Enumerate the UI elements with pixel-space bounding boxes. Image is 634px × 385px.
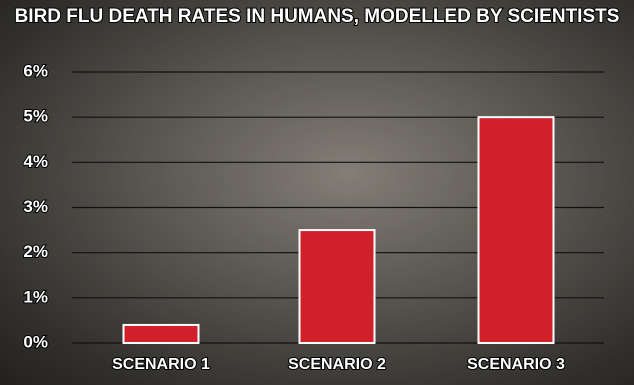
y-tick-label: 2%	[23, 242, 48, 261]
y-tick-label: 0%	[23, 332, 48, 351]
y-tick-label: 3%	[23, 197, 48, 216]
x-tick-label: SCENARIO 2	[288, 356, 386, 373]
bar	[298, 229, 376, 344]
y-tick-label: 4%	[23, 152, 48, 171]
y-tick-label: 1%	[23, 287, 48, 306]
bar	[122, 323, 200, 344]
y-tick-label: 6%	[23, 61, 48, 80]
bar	[477, 116, 555, 344]
x-tick-label: SCENARIO 3	[467, 356, 565, 373]
x-tick-label: SCENARIO 1	[112, 356, 210, 373]
y-tick-label: 5%	[23, 107, 48, 126]
chart-title: BIRD FLU DEATH RATES IN HUMANS, MODELLED…	[15, 6, 620, 27]
